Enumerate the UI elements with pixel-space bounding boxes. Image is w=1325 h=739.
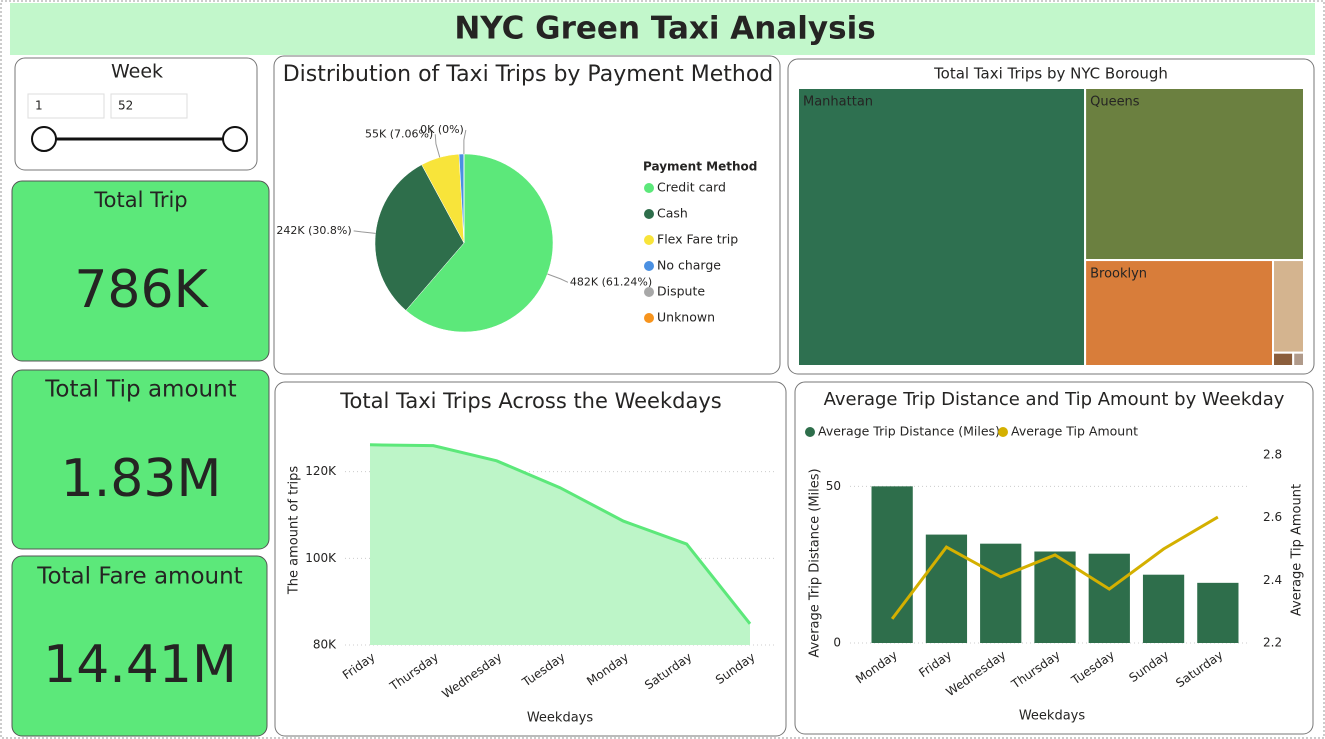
chart-title: Distribution of Taxi Trips by Payment Me… — [282, 62, 774, 87]
y2-tick-label: 2.4 — [1263, 573, 1282, 587]
slicer-to: 52 — [118, 99, 133, 113]
y2-tick-label: 2.6 — [1263, 510, 1282, 524]
x-axis-label: Weekdays — [1019, 709, 1086, 724]
legend-swatch — [644, 287, 654, 297]
kpi-value: 14.41M — [43, 635, 237, 695]
leader-line — [463, 129, 467, 155]
y2-tick-label: 2.2 — [1263, 636, 1282, 650]
slicer-to-box[interactable] — [110, 93, 188, 119]
legend-label: Credit card — [657, 180, 726, 195]
data-label: 242K (30.8%) — [276, 224, 351, 237]
bar — [1088, 553, 1130, 643]
legend-swatch — [644, 209, 654, 219]
legend-title: Payment Method — [643, 160, 757, 174]
y-tick-label: 50 — [826, 479, 841, 493]
bar — [1142, 574, 1185, 643]
kpi-value: 786K — [74, 260, 209, 320]
treemap-cell — [1084, 87, 1306, 262]
treemap-cell — [1292, 351, 1305, 367]
kpi-card — [11, 180, 270, 362]
legend-swatch — [644, 313, 654, 323]
kpi-value: 1.83M — [61, 449, 222, 509]
leader-line — [353, 230, 376, 234]
slider-handle[interactable] — [222, 126, 248, 152]
slicer-from: 1 — [35, 99, 43, 113]
legend-swatch — [644, 261, 654, 271]
leader-line — [434, 134, 441, 158]
treemap-cell — [1272, 351, 1295, 367]
chart-title: Total Taxi Trips Across the Weekdays — [339, 389, 721, 413]
kpi-label: Total Trip — [93, 188, 187, 212]
legend-label: Dispute — [657, 284, 705, 299]
kpi-label: Total Tip amount — [44, 377, 236, 403]
line — [890, 515, 1219, 620]
y-tick-label: 120K — [305, 464, 337, 478]
legend-label: Cash — [657, 206, 688, 221]
y-tick-label: 100K — [305, 551, 337, 565]
chart-title: Average Trip Distance and Tip Amount by … — [824, 389, 1285, 410]
slicer-label: Week — [111, 61, 163, 83]
kpi-card — [11, 369, 270, 550]
chart-title: Total Taxi Trips by NYC Borough — [933, 65, 1168, 83]
legend-label: Average Tip Amount — [1011, 424, 1138, 439]
y2-tick-label: 2.8 — [1263, 448, 1282, 462]
kpi-card — [11, 555, 268, 737]
area-line — [369, 443, 752, 625]
bar — [980, 543, 1022, 643]
slicer-from-box[interactable] — [27, 93, 105, 119]
cell-label: Manhattan — [803, 95, 873, 110]
x-axis-label: Weekdays — [527, 711, 594, 726]
legend-swatch — [644, 183, 654, 193]
y-tick-label: 0 — [833, 636, 841, 650]
data-label: 482K (61.24%) — [570, 275, 652, 288]
legend-label: No charge — [657, 258, 721, 273]
kpi-label: Total Fare amount — [36, 564, 242, 590]
treemap-cell — [797, 87, 1087, 367]
leader-line — [547, 273, 569, 283]
legend-swatch — [805, 427, 815, 437]
dashboard-title: NYC Green Taxi Analysis — [454, 11, 875, 47]
bar — [1197, 582, 1239, 643]
cell-label: Brooklyn — [1090, 267, 1147, 282]
legend-swatch — [644, 235, 654, 245]
legend-label: Flex Fare trip — [657, 232, 738, 247]
data-label: 55K (7.06%) — [365, 127, 433, 140]
y-tick-label: 80K — [313, 638, 337, 652]
slider-handle[interactable] — [31, 126, 57, 152]
data-label: 0K (0%) — [420, 123, 464, 136]
legend-label: Unknown — [657, 310, 715, 325]
y-axis-label: The amount of trips — [287, 466, 302, 596]
pie-slice — [405, 153, 554, 333]
y-axis-label: Average Trip Distance (Miles) — [808, 468, 823, 657]
legend-swatch — [998, 427, 1008, 437]
treemap-cell — [1084, 259, 1275, 367]
pie-slice — [374, 164, 465, 311]
title-band — [10, 3, 1315, 55]
y2-axis-label: Average Tip Amount — [1290, 484, 1305, 616]
area-fill — [370, 444, 750, 645]
cell-label: Queens — [1090, 95, 1140, 110]
bar — [1034, 551, 1076, 643]
bar — [871, 486, 913, 643]
treemap-cell — [1272, 259, 1305, 354]
bar — [925, 534, 968, 643]
legend-label: Average Trip Distance (Miles) — [818, 424, 1000, 439]
